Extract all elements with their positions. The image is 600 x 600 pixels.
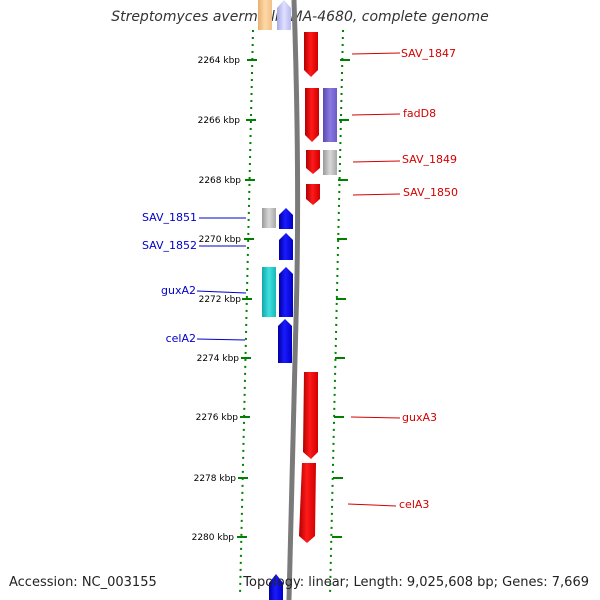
tick-label: 2280 kbp bbox=[192, 533, 235, 543]
gene-arrow-cela3[interactable] bbox=[299, 463, 316, 543]
gene-block-gray-left[interactable] bbox=[262, 208, 276, 228]
gene-label-sav1852[interactable]: SAV_1852 bbox=[142, 239, 197, 252]
gene-arrow-sav1850[interactable] bbox=[306, 184, 320, 205]
right-label-lines bbox=[347, 52, 401, 507]
gene-label-sav1850[interactable]: SAV_1850 bbox=[403, 186, 458, 199]
genome-title: Streptomyces avermitilis MA-4680, comple… bbox=[111, 9, 489, 25]
gene-label-guxa3[interactable]: guxA3 bbox=[402, 411, 437, 424]
gene-arrow-bottom-partial[interactable] bbox=[269, 574, 283, 600]
gene-arrow-sav1847[interactable] bbox=[304, 32, 318, 77]
gene-feature-lightblue-partial[interactable] bbox=[277, 0, 291, 30]
gene-label-guxa2[interactable]: guxA2 bbox=[161, 284, 196, 297]
genome-backbone bbox=[286, 0, 301, 600]
gene-label-sav1849[interactable]: SAV_1849 bbox=[402, 153, 457, 166]
gene-label-cela2[interactable]: celA2 bbox=[166, 332, 196, 345]
gene-label-fadd8[interactable]: fadD8 bbox=[403, 107, 436, 120]
gene-arrow-cela2[interactable] bbox=[278, 319, 292, 363]
tick-label: 2268 kbp bbox=[199, 176, 242, 186]
gene-block-gray[interactable] bbox=[323, 150, 337, 175]
tick-label: 2264 kbp bbox=[198, 56, 241, 66]
gene-arrow-guxa3[interactable] bbox=[303, 372, 318, 459]
gene-feature-orange-partial[interactable] bbox=[258, 0, 272, 30]
tick-label: 2266 kbp bbox=[198, 116, 241, 126]
accession-text: Accession: NC_003155 bbox=[9, 575, 157, 590]
gene-block-purple[interactable] bbox=[323, 88, 337, 142]
tick-label: 2274 kbp bbox=[197, 354, 240, 364]
genome-summary-text: Topology: linear; Length: 9,025,608 bp; … bbox=[243, 575, 589, 590]
gene-label-cela3[interactable]: celA3 bbox=[399, 498, 429, 511]
gene-label-sav1851[interactable]: SAV_1851 bbox=[142, 211, 197, 224]
gene-block-teal[interactable] bbox=[262, 267, 276, 317]
gene-arrow-sav1852[interactable] bbox=[279, 233, 293, 260]
tick-marks bbox=[237, 59, 350, 538]
tick-label: 2278 kbp bbox=[194, 474, 237, 484]
gene-arrow-fadd8[interactable] bbox=[305, 88, 319, 142]
tick-label: 2272 kbp bbox=[199, 295, 242, 305]
tick-label: 2270 kbp bbox=[199, 235, 242, 245]
tick-label: 2276 kbp bbox=[196, 413, 239, 423]
gene-arrow-sav1851[interactable] bbox=[279, 208, 293, 229]
gene-arrow-guxa2[interactable] bbox=[279, 267, 293, 317]
ruler-inner-left bbox=[239, 29, 254, 597]
gene-arrow-sav1849[interactable] bbox=[306, 150, 320, 174]
left-label-lines bbox=[196, 217, 247, 341]
gene-label-sav1847[interactable]: SAV_1847 bbox=[401, 47, 456, 60]
